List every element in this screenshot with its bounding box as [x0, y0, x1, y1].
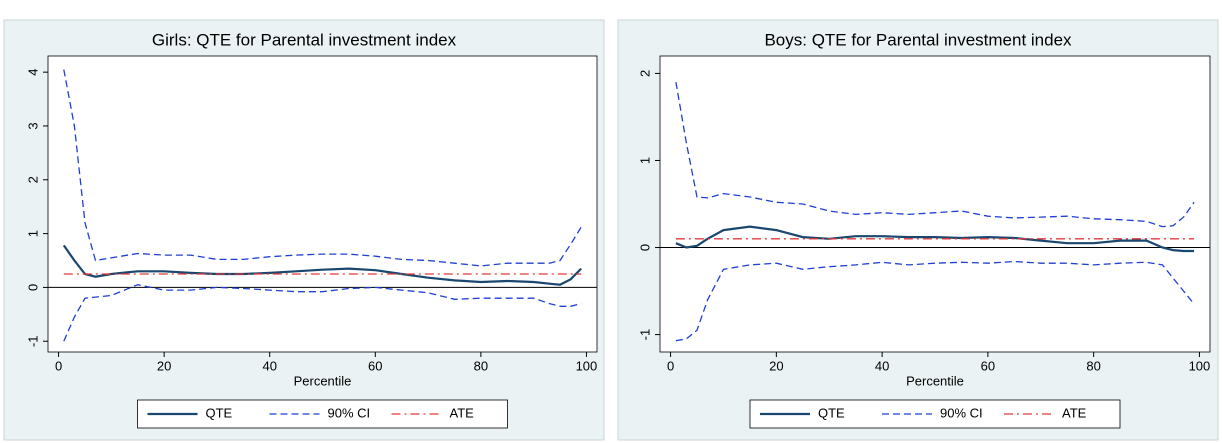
x-tick-label: 40	[262, 358, 276, 373]
series-line-lower	[675, 260, 1195, 342]
legend	[137, 399, 508, 429]
x-tick-label: 0	[55, 358, 62, 373]
y-tick-label: 3	[25, 122, 40, 129]
x-tick-label: 80	[474, 358, 488, 373]
legend-label: QTE	[818, 405, 845, 420]
x-tick-label: 80	[1086, 358, 1100, 373]
y-tick-label: -1	[637, 329, 652, 341]
x-tick-label: 60	[368, 358, 382, 373]
x-tick-label: 40	[875, 358, 889, 373]
x-tick-label: 60	[981, 358, 995, 373]
x-axis-label: Percentile	[294, 373, 352, 388]
y-tick-label: 2	[637, 70, 652, 77]
x-tick-label: 20	[769, 358, 783, 373]
y-tick-label: 1	[25, 230, 40, 237]
series-line-lower	[63, 284, 582, 342]
legend-label: QTE	[206, 405, 233, 420]
x-axis-label: Percentile	[906, 373, 964, 388]
y-tick-label: 2	[25, 176, 40, 183]
chart-title: Boys: QTE for Parental investment index	[764, 30, 1072, 49]
legend-label: ATE	[1062, 405, 1087, 420]
y-tick-label: -1	[25, 335, 40, 347]
legend	[749, 399, 1121, 429]
x-tick-label: 20	[157, 358, 171, 373]
plot-area	[659, 55, 1211, 353]
series-line	[63, 69, 582, 267]
y-tick-label: 0	[637, 244, 652, 251]
legend-label: 90% CI	[328, 405, 371, 420]
y-tick-label: 0	[25, 284, 40, 291]
x-tick-label: 100	[1189, 358, 1211, 373]
chart-title: Girls: QTE for Parental investment index	[152, 30, 457, 49]
x-tick-label: 0	[667, 358, 674, 373]
plot-area	[47, 55, 598, 353]
legend-label: ATE	[450, 405, 475, 420]
series-line	[62, 244, 582, 286]
y-tick-label: 4	[25, 69, 40, 76]
x-tick-label: 100	[576, 358, 598, 373]
legend-label: 90% CI	[940, 405, 983, 420]
y-tick-label: 1	[637, 157, 652, 164]
series-line	[675, 81, 1195, 228]
series-line	[675, 225, 1195, 253]
